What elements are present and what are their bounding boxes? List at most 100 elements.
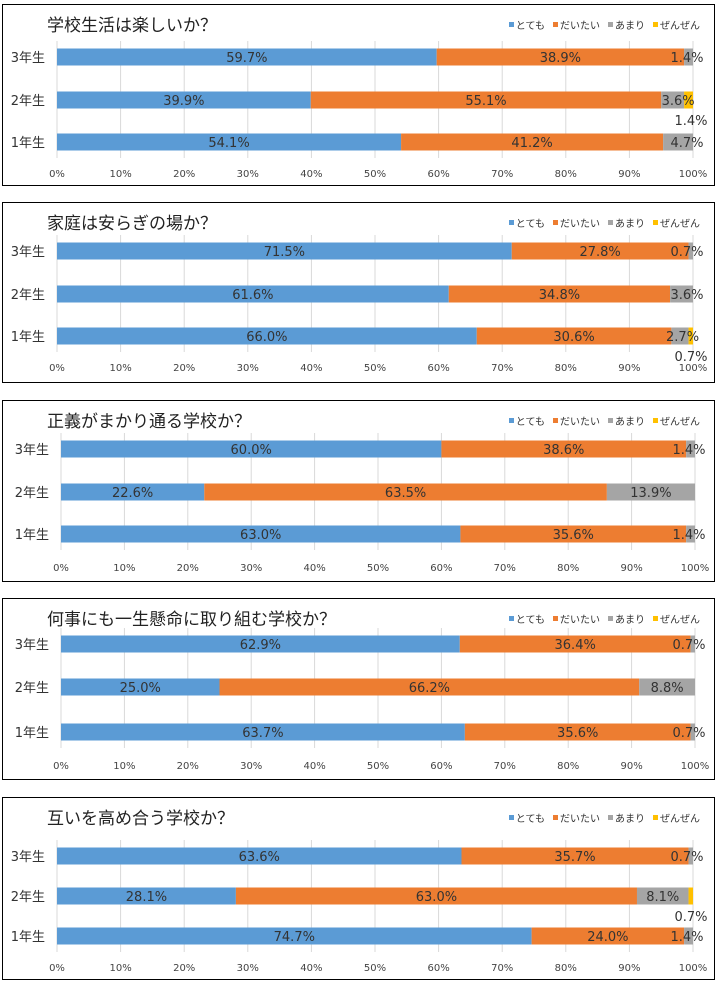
bar-zenzen (684, 91, 693, 109)
bar-amari (671, 327, 689, 345)
bar-totemo (57, 133, 402, 151)
data-label: 1.4% (674, 114, 707, 129)
x-tick-label: 20% (173, 363, 195, 374)
legend-item-totemo: とても (508, 413, 545, 428)
chart-title: 何事にも一生懸命に取り組む学校か？ (47, 610, 336, 630)
bar-amari (684, 927, 693, 945)
category-label: 1年生 (11, 330, 45, 345)
x-tick-label: 80% (555, 169, 577, 180)
x-tick-label: 50% (367, 761, 389, 772)
chart-legend: とても だいたい あまり ぜんぜん (508, 611, 700, 626)
legend-item-totemo: とても (508, 611, 545, 626)
x-tick-label: 10% (113, 761, 135, 772)
x-tick-label: 30% (237, 963, 259, 974)
chart-legend: とても だいたい あまり ぜんぜん (508, 810, 700, 825)
x-tick-label: 0% (49, 169, 65, 180)
bar-zenzen (688, 327, 693, 345)
data-label: 13.9% (630, 486, 671, 501)
chart-title: 互いを高め合う学校か？ (47, 809, 234, 829)
legend-item-zenzen: ぜんぜん (653, 413, 700, 428)
data-label: 3.6% (670, 288, 703, 303)
bar-daitai (531, 927, 685, 945)
x-tick-label: 100% (681, 761, 710, 772)
bar-amari (690, 723, 695, 741)
data-label: 35.7% (554, 850, 595, 865)
x-tick-label: 100% (679, 363, 708, 374)
bar-totemo (57, 48, 437, 66)
data-label: 63.0% (240, 528, 281, 543)
bar-amari (686, 525, 695, 543)
chart-title: 家庭は安らぎの場か？ (47, 214, 217, 234)
bar-daitai (310, 91, 662, 109)
data-label: 63.7% (242, 726, 283, 741)
x-tick-label: 70% (494, 563, 516, 574)
x-tick-label: 100% (679, 169, 708, 180)
x-tick-label: 30% (240, 563, 262, 574)
x-tick-label: 70% (491, 169, 513, 180)
data-label: 1.4% (672, 528, 705, 543)
data-label: 35.6% (557, 726, 598, 741)
x-tick-label: 40% (300, 363, 322, 374)
bar-daitai (459, 635, 691, 653)
chart-panel-mutual-growth: 互いを高め合う学校か？ とても だいたい あまり ぜんぜん 3年生 63.6% 35… (2, 797, 715, 980)
x-tick-label: 40% (303, 761, 325, 772)
bar-amari (684, 48, 693, 66)
legend-item-zenzen: ぜんぜん (653, 611, 700, 626)
bar-amari (690, 635, 695, 653)
data-label: 3.6% (662, 94, 695, 109)
chart-plot: 3年生 71.5% 27.8% 0.7% 2年生 61.6% 34.8% 3.6% 1年生 66.… (11, 235, 708, 374)
data-label: 39.9% (163, 94, 204, 109)
bar-daitai (219, 678, 640, 696)
category-label: 3年生 (15, 638, 49, 653)
data-label: 38.9% (540, 51, 581, 66)
chart-panel-home-comfort: 家庭は安らぎの場か？ とても だいたい あまり ぜんぜん 3年生 71.5% 27.… (2, 202, 715, 383)
x-tick-label: 40% (303, 563, 325, 574)
category-label: 2年生 (15, 486, 49, 501)
x-tick-label: 100% (679, 963, 708, 974)
x-tick-label: 90% (618, 363, 640, 374)
chart-panel-effort: 何事にも一生懸命に取り組む学校か？ とても だいたい あまり ぜんぜん 3年生 6… (2, 598, 715, 780)
x-tick-label: 50% (364, 963, 386, 974)
bar-amari (661, 91, 685, 109)
data-label: 0.7% (670, 850, 703, 865)
chart-title: 学校生活は楽しいか？ (47, 16, 217, 36)
data-label: 0.7% (672, 638, 705, 653)
bar-daitai (464, 723, 691, 741)
data-label: 4.7% (670, 136, 703, 151)
data-label: 66.2% (409, 681, 450, 696)
category-label: 1年生 (15, 528, 49, 543)
x-tick-label: 10% (113, 563, 135, 574)
legend-item-amari: あまり (608, 810, 645, 825)
data-label: 27.8% (579, 245, 620, 260)
legend-item-daitai: だいたい (553, 810, 600, 825)
bar-totemo (61, 678, 220, 696)
data-label: 62.9% (240, 638, 281, 653)
x-tick-label: 30% (237, 363, 259, 374)
bar-daitai (441, 440, 687, 458)
category-label: 3年生 (11, 245, 45, 260)
x-tick-label: 0% (49, 363, 65, 374)
data-label: 36.4% (555, 638, 596, 653)
x-tick-label: 0% (53, 563, 69, 574)
category-label: 1年生 (11, 136, 45, 151)
data-label: 1.4% (670, 930, 703, 945)
category-label: 1年生 (15, 726, 49, 741)
data-label: 24.0% (587, 930, 628, 945)
bar-daitai (476, 327, 672, 345)
x-tick-label: 60% (427, 963, 449, 974)
x-tick-label: 90% (620, 761, 642, 772)
bar-amari (686, 440, 695, 458)
data-label: 41.2% (511, 136, 552, 151)
data-label: 8.8% (651, 681, 684, 696)
x-tick-label: 20% (173, 963, 195, 974)
x-tick-label: 10% (109, 963, 131, 974)
data-label: 30.6% (553, 330, 594, 345)
category-label: 3年生 (11, 850, 45, 865)
data-label: 55.1% (465, 94, 506, 109)
bar-amari (663, 133, 693, 151)
bar-daitai (204, 483, 607, 501)
legend-item-amari: あまり (608, 413, 645, 428)
x-tick-label: 80% (555, 963, 577, 974)
bar-amari (688, 847, 693, 865)
data-label: 38.6% (543, 443, 584, 458)
